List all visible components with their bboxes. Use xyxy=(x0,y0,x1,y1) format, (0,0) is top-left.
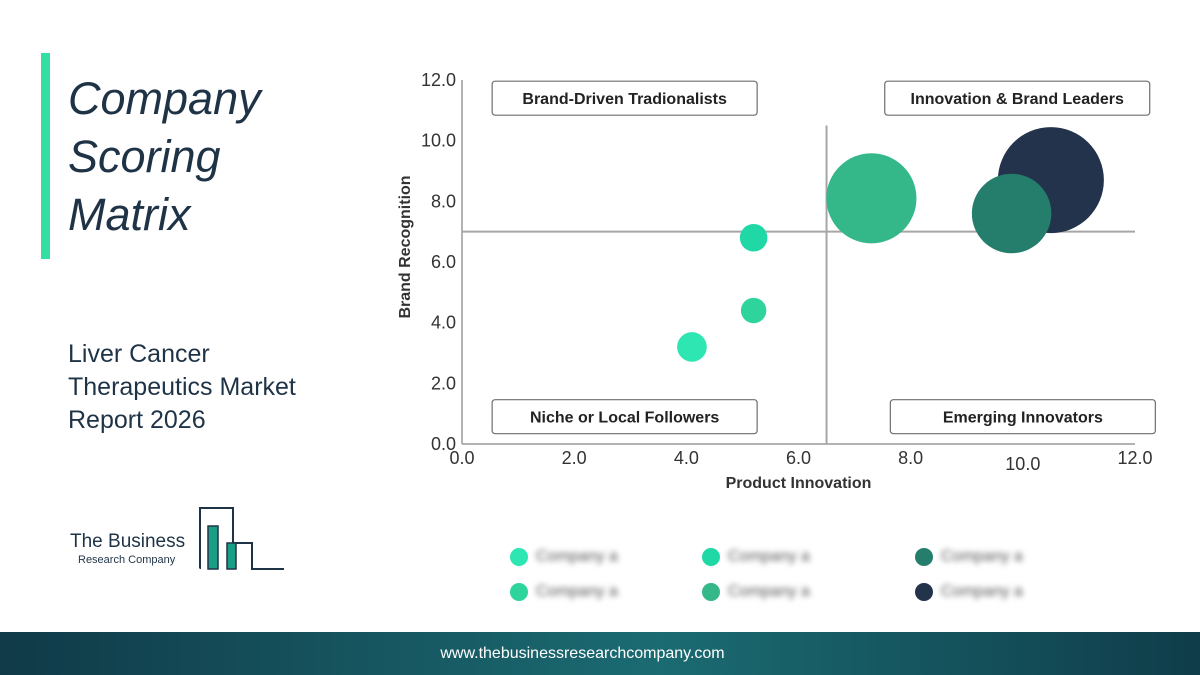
legend-label: Company a xyxy=(728,583,810,600)
x-tick-label: 2.0 xyxy=(562,448,587,468)
footer-url[interactable]: www.thebusinessresearchcompany.com xyxy=(440,644,725,662)
legend-label: Company a xyxy=(536,548,618,565)
logo-name: The Business xyxy=(70,531,186,552)
scoring-matrix-chart: 0.0 2.0 4.0 6.0 8.0 10.0 12.0 0.0 2.0 4.0 6.0 8.0 10… xyxy=(397,70,1156,492)
quadrant-label: Brand-Driven Tradionalists xyxy=(522,91,727,108)
legend-item: Company a xyxy=(510,548,618,566)
y-tick-label: 0.0 xyxy=(431,434,456,454)
report-line: Liver Cancer xyxy=(68,340,210,368)
legend-item: Company a xyxy=(702,583,810,601)
data-bubble xyxy=(677,332,707,362)
data-bubble xyxy=(826,153,917,244)
legend-swatch xyxy=(915,583,933,601)
y-tick-label: 4.0 xyxy=(431,313,456,333)
quadrant-box xyxy=(491,80,758,116)
y-tick-label: 8.0 xyxy=(431,191,456,211)
legend-swatch xyxy=(510,583,528,601)
legend-item: Company a xyxy=(915,548,1023,566)
title-line: Company xyxy=(68,73,261,124)
legend-item: Company a xyxy=(702,548,810,566)
data-bubble xyxy=(739,223,768,252)
legend-swatch xyxy=(510,548,528,566)
y-tick-label: 2.0 xyxy=(431,373,456,393)
quadrant-box xyxy=(491,399,758,435)
x-axis-label: Product Innovation xyxy=(726,475,872,492)
report-name: Liver Cancer Therapeutics Market Report … xyxy=(68,338,296,437)
quadrant-label: Emerging Innovators xyxy=(943,410,1103,427)
y-tick-label: 12.0 xyxy=(421,70,456,90)
quadrant-box xyxy=(884,80,1151,116)
accent-bar xyxy=(41,53,50,259)
y-axis-label: Brand Recognition xyxy=(397,175,414,318)
quadrant-box xyxy=(889,399,1156,435)
data-bubble xyxy=(740,297,767,324)
legend-swatch xyxy=(702,548,720,566)
title-line: Matrix xyxy=(68,189,191,240)
legend-swatch xyxy=(702,583,720,601)
legend-swatch xyxy=(915,548,933,566)
legend-label: Company a xyxy=(941,583,1023,600)
y-tick-label: 6.0 xyxy=(431,252,456,272)
legend-label: Company a xyxy=(536,583,618,600)
data-bubble xyxy=(971,173,1052,254)
company-logo: The Business Research Company xyxy=(70,505,290,575)
footer-bar: www.thebusinessresearchcompany.com xyxy=(0,632,1200,675)
x-tick-label: 6.0 xyxy=(786,448,811,468)
legend-label: Company a xyxy=(941,548,1023,565)
logo-buildings-icon xyxy=(70,507,284,570)
y-tick-label: 10.0 xyxy=(421,131,456,151)
quadrant-label: Innovation & Brand Leaders xyxy=(911,91,1124,108)
legend-item: Company a xyxy=(915,583,1023,601)
chart-legend: Company a Company a Company a Company a Comp… xyxy=(505,540,1065,610)
legend-item: Company a xyxy=(510,583,618,601)
report-line: Report 2026 xyxy=(68,406,206,434)
x-tick-label: 12.0 xyxy=(1117,448,1152,468)
x-tick-label: 4.0 xyxy=(674,448,699,468)
page-title: Company Scoring Matrix xyxy=(68,70,261,244)
x-tick-label: 10.0 xyxy=(1005,454,1040,474)
report-line: Therapeutics Market xyxy=(68,373,296,401)
title-line: Scoring xyxy=(68,131,221,182)
x-tick-label: 8.0 xyxy=(898,448,923,468)
legend-label: Company a xyxy=(728,548,810,565)
quadrant-label: Niche or Local Followers xyxy=(530,410,719,427)
logo-subname: Research Company xyxy=(78,554,176,566)
x-tick-label: 0.0 xyxy=(449,448,474,468)
